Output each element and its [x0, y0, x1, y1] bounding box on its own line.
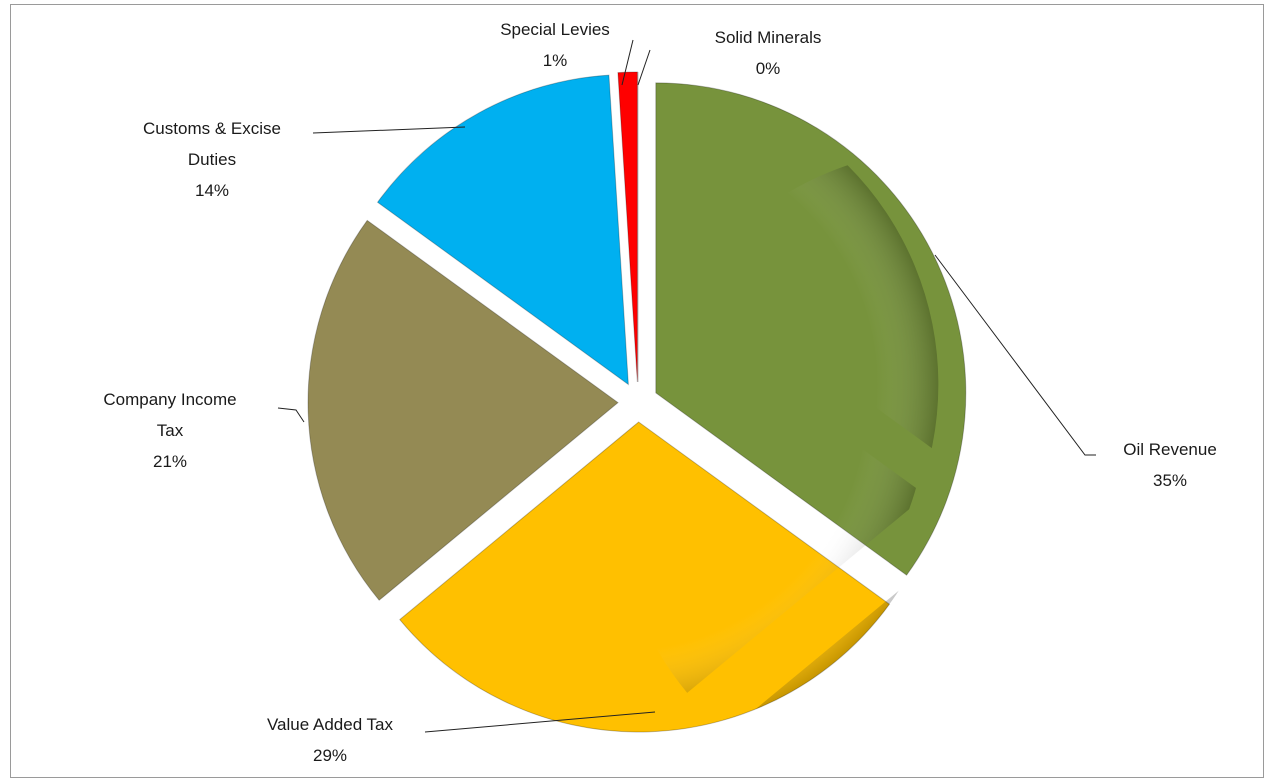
category-label: Special Levies	[500, 20, 610, 39]
value-label: 14%	[194, 181, 230, 200]
data-label: Oil Revenue 35%	[1085, 434, 1255, 496]
category-label: Customs & Excise Duties	[143, 119, 281, 169]
data-label: Special Levies 1%	[475, 14, 635, 76]
category-label: Company Income Tax	[103, 390, 237, 440]
category-label: Oil Revenue	[1123, 440, 1217, 459]
data-label: Customs & Excise Duties 14%	[132, 113, 292, 206]
value-label: 35%	[1152, 471, 1188, 490]
leader-line	[621, 39, 634, 86]
value-label: 0%	[755, 59, 781, 78]
value-label: 1%	[542, 51, 568, 70]
leader-line	[312, 126, 466, 134]
leader-line	[637, 49, 651, 86]
leader-line	[934, 254, 1096, 456]
value-label: 29%	[312, 746, 348, 765]
leader-line	[277, 407, 305, 423]
category-label: Value Added Tax	[266, 715, 394, 734]
leader-line	[424, 711, 656, 733]
data-label: Company Income Tax 21%	[90, 384, 250, 477]
category-label: Solid Minerals	[714, 28, 822, 47]
data-label: Value Added Tax 29%	[250, 709, 410, 771]
value-label: 21%	[152, 452, 188, 471]
chart-frame	[10, 4, 1264, 778]
data-label: Solid Minerals 0%	[688, 22, 848, 84]
